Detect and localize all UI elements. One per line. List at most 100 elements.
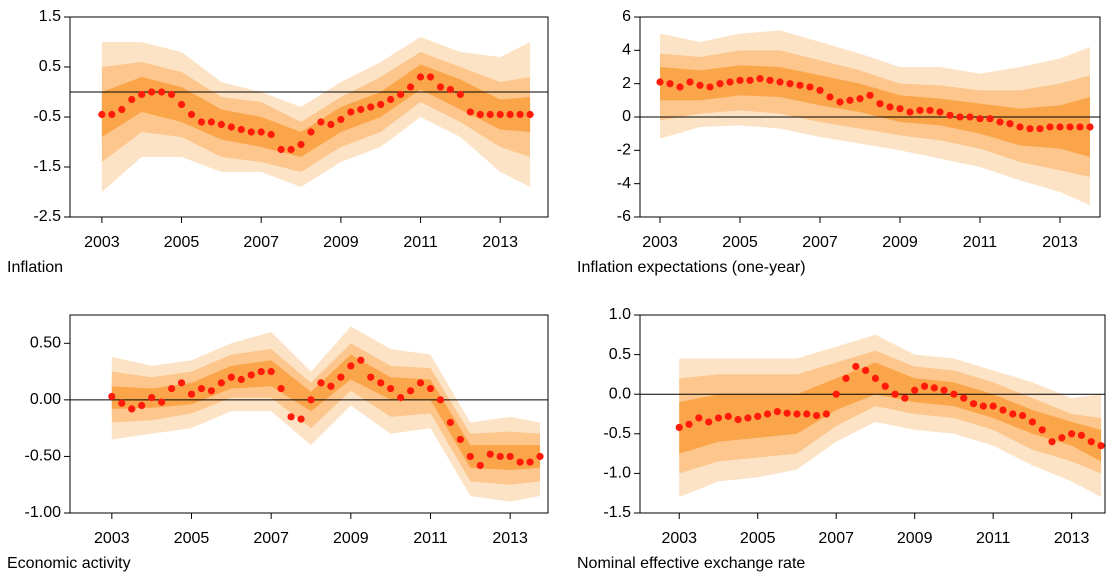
median-dot [796,81,804,89]
median-dot [816,86,824,94]
median-dot [960,394,968,402]
x-tick-label: 2013 [1054,530,1090,547]
median-dot [666,80,674,88]
median-dot [1076,123,1084,131]
median-dot [1006,120,1014,128]
median-dot [656,78,664,86]
median-dot [347,108,355,116]
median-dot [724,412,732,420]
median-dot [950,390,958,398]
median-dot [307,396,315,404]
median-dot [1009,410,1017,418]
y-tick-label: 0.5 [39,58,61,75]
median-dot [416,379,425,387]
median-dot [976,115,984,123]
y-tick-label: -0.50 [25,448,62,465]
median-dot [197,118,206,126]
median-dot [217,120,225,129]
median-dot [916,106,924,114]
median-dot [734,415,742,424]
median-dot [496,110,504,119]
median-dot [476,110,484,119]
x-tick-label: 2013 [492,530,528,547]
median-dot [866,91,874,99]
median-dot [901,394,909,402]
x-tick-label: 2003 [661,530,697,547]
median-dot [397,90,405,99]
median-dot [842,374,850,382]
median-dot [1018,411,1027,420]
median-dot [526,458,534,466]
median-dot [476,461,484,470]
median-dot [852,362,860,371]
panel-title: Economic activity [7,555,131,572]
median-dot [1077,431,1086,439]
median-dot [786,80,794,88]
median-dot [177,100,186,109]
median-dot [986,115,994,123]
median-dot [287,413,295,421]
median-dot [526,110,534,119]
panel-title: Inflation [7,259,63,276]
y-tick-label: -0.5 [33,108,61,125]
median-dot [783,409,791,417]
median-dot [773,408,781,416]
median-dot [466,452,474,461]
median-dot [187,390,196,398]
median-dot [128,95,136,104]
y-tick-label: 6 [622,8,631,25]
fan-band [660,65,1090,157]
median-dot [685,420,693,428]
median-dot [128,405,136,413]
median-dot [1068,430,1076,438]
median-dot [377,100,385,109]
median-dot [347,362,355,370]
median-dot [337,115,345,124]
y-tick-label: 2 [622,75,631,92]
median-dot [1016,123,1024,131]
median-dot [227,123,235,131]
median-dot [676,83,684,91]
median-dot [167,384,176,393]
median-dot [317,118,325,126]
median-dot [267,367,275,376]
median-dot [307,128,315,136]
x-tick-label: 2013 [482,234,518,251]
median-dot [118,105,126,114]
fan-band [679,350,1102,474]
median-dot [297,415,305,423]
median-dot [806,83,814,91]
median-dot [456,90,464,99]
median-dot [486,450,494,458]
median-dot [337,373,345,381]
median-dot [705,418,713,426]
median-dot [207,387,216,395]
median-dot [1038,426,1046,434]
median-dot [822,410,830,418]
median-dot [516,458,524,466]
median-dot [1087,438,1095,446]
median-dot [387,384,395,393]
median-dot [397,393,405,402]
median-dot [446,85,455,94]
x-tick-label: 2003 [94,530,130,547]
median-dot [996,118,1004,126]
y-tick-label: -2.5 [33,208,61,225]
median-dot [1097,442,1105,450]
median-dot [846,96,854,104]
plot-frame [69,314,549,514]
median-dot [118,399,126,407]
median-dot [754,412,762,420]
median-dot [726,78,734,86]
median-dot [826,93,834,101]
x-tick-label: 2007 [243,234,279,251]
median-dot [871,374,880,382]
x-tick-label: 2007 [818,530,854,547]
median-dot [706,83,714,91]
median-dot [138,401,146,410]
median-dot [486,110,494,119]
fan-band [101,64,531,157]
median-dot [406,83,415,91]
median-dot [108,110,116,119]
